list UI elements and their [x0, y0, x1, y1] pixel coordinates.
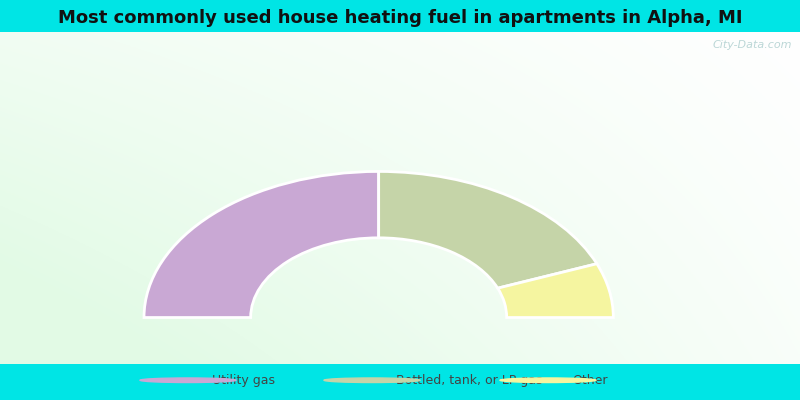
Wedge shape	[144, 172, 378, 318]
Text: Bottled, tank, or LP gas: Bottled, tank, or LP gas	[396, 374, 542, 387]
Text: Utility gas: Utility gas	[212, 374, 275, 387]
Text: Most commonly used house heating fuel in apartments in Alpha, MI: Most commonly used house heating fuel in…	[58, 9, 742, 27]
Text: City-Data.com: City-Data.com	[713, 40, 792, 50]
Circle shape	[324, 378, 420, 382]
Circle shape	[140, 378, 236, 382]
Circle shape	[500, 378, 596, 382]
Wedge shape	[498, 264, 614, 318]
Wedge shape	[378, 172, 597, 288]
Text: Other: Other	[572, 374, 607, 387]
